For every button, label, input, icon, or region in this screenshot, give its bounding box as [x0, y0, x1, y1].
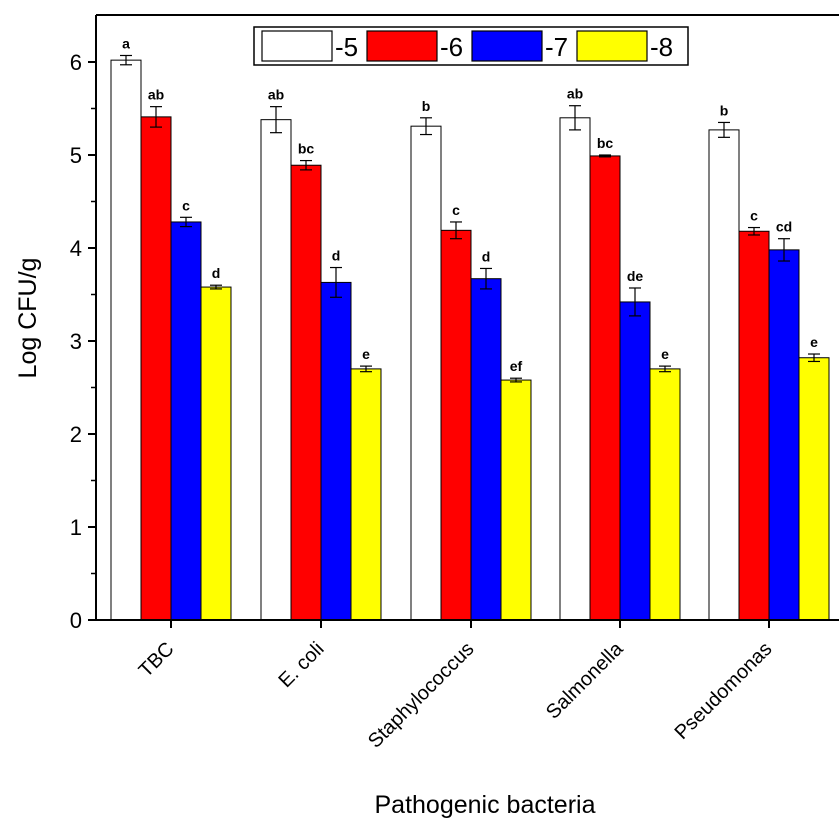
bar [320, 281, 352, 621]
category-labels: TBC E. coli Staphylococcus Salmonella Pseudo… [135, 620, 777, 753]
significance-label: a [122, 35, 130, 51]
category-label: Pseudomonas [671, 638, 777, 744]
significance-label: ab [567, 86, 583, 102]
y-tick-label: 1 [70, 515, 82, 540]
bar [140, 116, 172, 621]
legend: -5 -6 -7 -8 [253, 26, 689, 66]
y-axis-title: Log CFU/g [14, 258, 42, 379]
bar [410, 125, 442, 621]
significance-label: bc [298, 141, 315, 157]
category-label: E. coli [274, 638, 328, 692]
significance-label: e [362, 346, 370, 362]
bar [200, 286, 232, 621]
category-label: TBC [135, 638, 179, 682]
significance-label: de [627, 268, 644, 284]
significance-label: c [452, 202, 460, 218]
legend-swatch [471, 30, 543, 62]
bar [649, 368, 681, 621]
legend-swatch [576, 30, 648, 62]
category-label: Staphylococcus [364, 638, 479, 753]
bar [170, 221, 202, 621]
legend-label: -6 [440, 32, 463, 62]
significance-label: b [422, 98, 431, 114]
legend-label: -7 [545, 32, 568, 62]
bar [290, 164, 322, 621]
bar [619, 301, 651, 621]
significance-label: ab [268, 87, 284, 103]
significance-label: ab [148, 87, 164, 103]
legend-label: -8 [650, 32, 673, 62]
significance-label: b [720, 102, 729, 118]
y-tick-label: 0 [70, 608, 82, 633]
legend-swatch [261, 30, 333, 62]
y-tick-label: 6 [70, 50, 82, 75]
y-tick-label: 2 [70, 422, 82, 447]
bar [350, 368, 382, 621]
bar [559, 117, 591, 621]
x-axis-title: Pathogenic bacteria [375, 791, 596, 819]
significance-label: e [661, 346, 669, 362]
legend-swatch [366, 30, 438, 62]
significance-label: c [182, 197, 190, 213]
significance-label: d [482, 248, 491, 264]
significance-label: e [810, 334, 818, 350]
legend-label: -5 [335, 32, 358, 62]
bar [440, 229, 472, 621]
significance-label: ef [510, 358, 523, 374]
significance-label: cd [776, 219, 792, 235]
bar [110, 59, 142, 621]
y-axis-ticks: 0 1 2 3 4 5 6 [70, 50, 96, 633]
bar [708, 129, 740, 621]
y-tick-label: 4 [70, 236, 82, 261]
significance-label: c [750, 208, 758, 224]
bar [768, 249, 800, 621]
significance-label: d [212, 265, 221, 281]
bar [589, 155, 621, 621]
significance-label: d [332, 248, 341, 264]
bar [260, 119, 292, 621]
y-tick-label: 5 [70, 143, 82, 168]
bar [798, 357, 830, 621]
significance-label: bc [597, 135, 614, 151]
bar [738, 230, 770, 621]
bar [470, 278, 502, 621]
y-tick-label: 3 [70, 329, 82, 354]
bar [500, 379, 532, 621]
category-label: Salmonella [542, 637, 628, 723]
